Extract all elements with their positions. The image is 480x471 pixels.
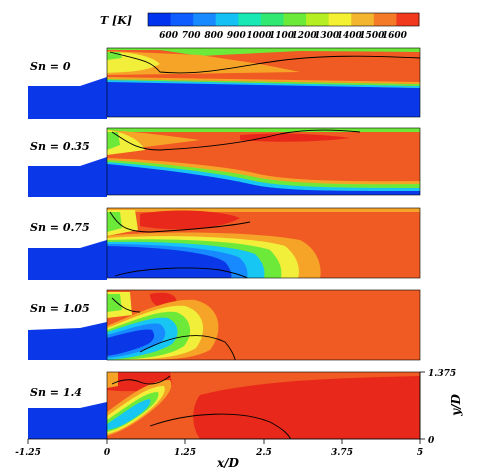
- contour-region-green: [107, 132, 120, 150]
- colorbar-swatch: [351, 13, 375, 26]
- colorbar-swatch: [260, 13, 284, 26]
- x-tick-label: -1.25: [15, 448, 41, 458]
- streamline: [109, 211, 251, 233]
- x-axis-ticks: -1.25 0 1.25 2.5 3.75 5: [15, 439, 423, 458]
- x-tick-label: 5: [417, 448, 423, 458]
- colorbar-swatch: [148, 13, 172, 26]
- streamline: [111, 129, 361, 151]
- contour-region-cold: [107, 246, 232, 278]
- contour-region-orange: [107, 372, 118, 388]
- panel-sn-1-4: Sn = 1.4: [28, 371, 421, 440]
- panel-label: Sn = 1.4: [30, 386, 82, 399]
- colorbar: T [K] 600 700 800 900 1000110012001300140015…: [100, 12, 420, 41]
- colorbar-tick-label: 1200: [292, 31, 318, 41]
- colorbar-tick-label: 900: [227, 31, 247, 41]
- y-axis-label: y/D: [449, 394, 463, 417]
- colorbar-swatch: [283, 13, 307, 26]
- panel-label: Sn = 0.75: [30, 221, 90, 234]
- colorbar-swatch: [396, 13, 420, 26]
- inlet-nozzle: [28, 240, 107, 280]
- contour-region-wall: [107, 48, 420, 56]
- colorbar-swatch: [193, 13, 217, 26]
- panel-sn-0: Sn = 0: [28, 47, 421, 119]
- colorbar-tick-label: 1600: [382, 31, 408, 41]
- x-axis-label: x/D: [216, 456, 240, 470]
- x-axis: -1.25 0 1.25 2.5 3.75 5 x/D: [15, 438, 423, 470]
- colorbar-tick-label: 800: [204, 31, 224, 41]
- streamline: [109, 51, 420, 74]
- contour-region-hotter: [140, 210, 240, 230]
- contour-region-core: [193, 376, 420, 439]
- colorbar-tick-label: 1100: [269, 31, 295, 41]
- contour-region-orange-band: [107, 77, 420, 84]
- contour-region-hotter: [240, 133, 350, 142]
- y-axis: 0 1.375 y/D: [419, 369, 463, 446]
- panel-frame: [106, 207, 421, 279]
- colorbar-swatch: [328, 13, 352, 26]
- panel-sn-1-05: Sn = 1.05: [28, 289, 421, 361]
- inlet-nozzle: [28, 77, 107, 119]
- contour-region-cold: [107, 329, 155, 356]
- contour-region-cyan: [107, 80, 420, 88]
- streamline: [139, 335, 236, 360]
- colorbar-tick-label: 1400: [337, 31, 363, 41]
- y-axis-ticks: 0 1.375: [420, 369, 456, 446]
- x-tick-label: 0: [104, 448, 111, 458]
- inlet-nozzle: [28, 322, 107, 360]
- inlet-nozzle: [28, 402, 107, 439]
- contour-region-green: [107, 294, 122, 312]
- colorbar-swatches: [147, 12, 420, 27]
- x-tick-label: 3.75: [331, 448, 353, 458]
- contour-region-wall: [107, 128, 420, 132]
- y-tick-label: 1.375: [428, 369, 456, 379]
- contour-region-warm: [107, 51, 300, 75]
- colorbar-tick-label: 1000: [246, 31, 272, 41]
- streamline: [111, 375, 171, 385]
- inlet-nozzle: [28, 157, 107, 197]
- contour-region-cyan: [107, 399, 151, 430]
- streamline: [111, 297, 141, 313]
- colorbar-tick-label: 1500: [359, 31, 385, 41]
- panel-frame: [106, 289, 421, 361]
- colorbar-frame: [147, 12, 420, 27]
- contour-region-cold: [107, 164, 420, 195]
- streamline: [149, 413, 292, 439]
- colorbar-tick-label: 600: [159, 31, 179, 41]
- x-tick-label: 1.25: [174, 448, 196, 458]
- contour-region-green-band: [107, 79, 420, 86]
- panel-sn-0-75: Sn = 0.75: [28, 207, 421, 280]
- contour-region-wall: [107, 208, 420, 212]
- x-tick-label: 2.5: [255, 448, 272, 458]
- panel-frame: [106, 127, 421, 196]
- contour-region-green: [107, 212, 122, 232]
- colorbar-swatch: [215, 13, 239, 26]
- panel-label: Sn = 1.05: [30, 302, 90, 315]
- colorbar-tick-label: 700: [182, 31, 202, 41]
- panel-sn-0-35: Sn = 0.35: [28, 127, 421, 197]
- colorbar-title: T [K]: [100, 14, 132, 27]
- panel-frame: [106, 47, 421, 118]
- colorbar-swatch: [238, 13, 262, 26]
- colorbar-swatch: [373, 13, 397, 26]
- panel-label: Sn = 0: [30, 60, 71, 73]
- colorbar-swatch: [306, 13, 330, 26]
- colorbar-tick-label: 1300: [314, 31, 340, 41]
- colorbar-swatch: [170, 13, 194, 26]
- y-tick-label: 0: [428, 436, 435, 446]
- contour-region-cold: [107, 81, 420, 117]
- panel-label: Sn = 0.35: [30, 140, 90, 153]
